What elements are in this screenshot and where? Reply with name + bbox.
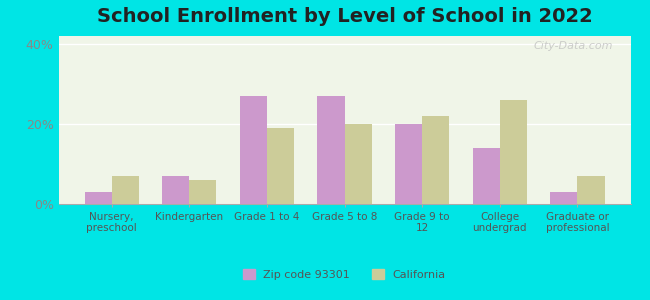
Text: City-Data.com: City-Data.com [534,41,614,51]
Bar [240,96,267,204]
Bar [84,192,112,204]
Bar [317,96,344,204]
Bar [162,176,189,204]
Bar [550,192,577,204]
Bar [189,180,216,204]
Bar [473,148,500,204]
Bar [422,116,449,204]
Bar [395,124,422,204]
Title: School Enrollment by Level of School in 2022: School Enrollment by Level of School in … [97,7,592,26]
Bar [267,128,294,204]
Bar [500,100,527,204]
Bar [344,124,372,204]
Legend: Zip code 93301, California: Zip code 93301, California [238,264,451,286]
Bar [577,176,605,204]
Bar [112,176,139,204]
